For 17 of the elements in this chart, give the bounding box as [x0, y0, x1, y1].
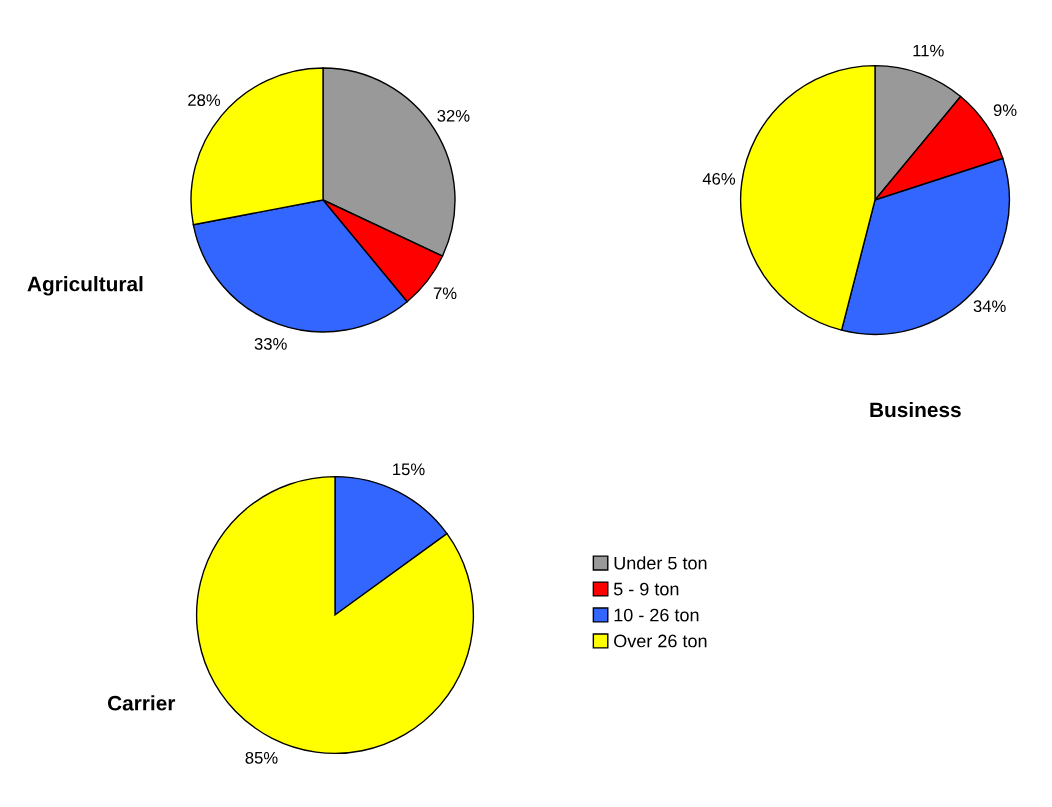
- data-label: 32%: [437, 109, 470, 122]
- data-label: 7%: [433, 287, 457, 300]
- data-label: 85%: [245, 751, 278, 764]
- data-label: 28%: [188, 94, 221, 107]
- data-label: 34%: [973, 300, 1006, 313]
- legend-label: 5 - 9 ton: [613, 582, 679, 596]
- data-label: 9%: [993, 104, 1017, 117]
- data-label: 46%: [702, 172, 736, 185]
- data-label: 11%: [913, 44, 944, 57]
- legend-label: 10 - 26 ton: [614, 608, 699, 622]
- data-label: 15%: [393, 463, 425, 476]
- text: Agricultural: [27, 276, 143, 296]
- legend-label: Under 5 ton: [614, 556, 707, 570]
- data-label: 33%: [254, 337, 287, 350]
- legend-label: Over 26 ton: [614, 634, 707, 648]
- text: Business: [870, 401, 961, 418]
- text: Carrier: [107, 695, 176, 711]
